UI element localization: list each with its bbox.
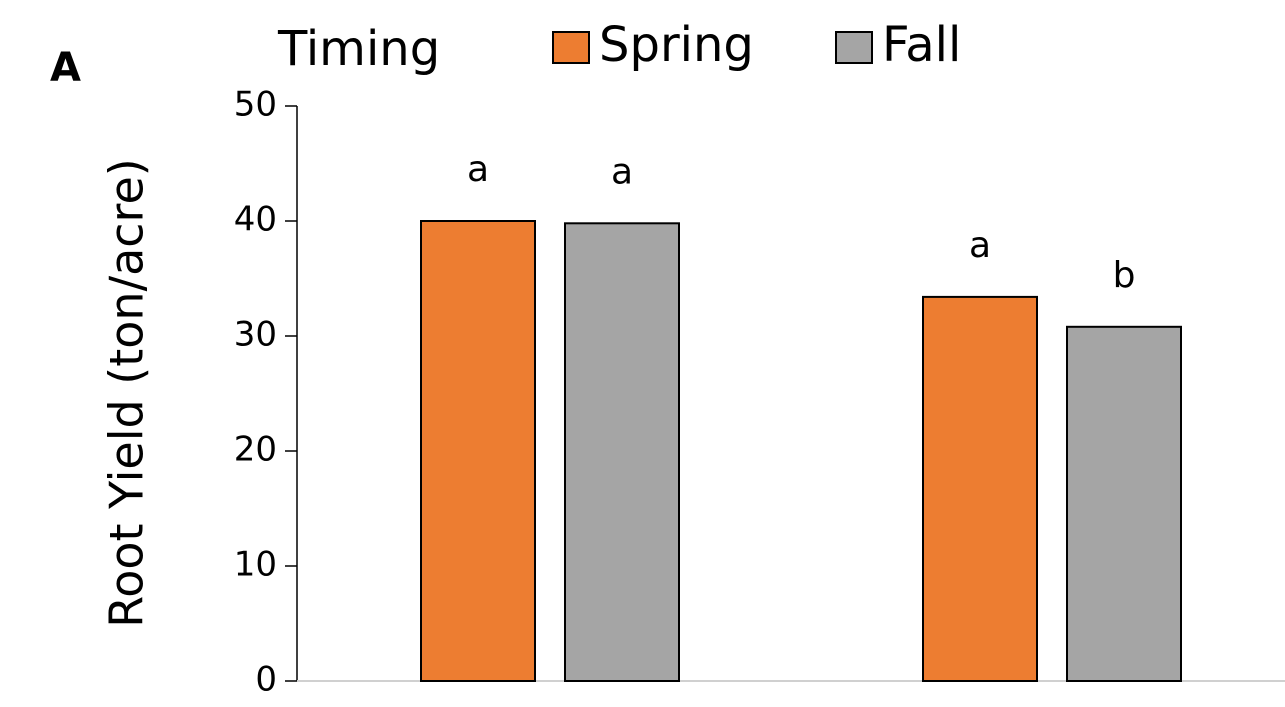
bar xyxy=(420,220,536,682)
significance-label: a xyxy=(969,225,991,266)
significance-label: a xyxy=(467,149,489,190)
y-tick-label: 50 xyxy=(234,85,277,125)
significance-label: b xyxy=(1113,255,1136,296)
legend-label: Spring xyxy=(599,17,754,73)
bar xyxy=(1066,325,1182,682)
y-tick-label: 20 xyxy=(234,430,277,470)
y-tick-label: 40 xyxy=(234,200,277,240)
legend-title: Timing xyxy=(277,21,440,77)
panel-label: A xyxy=(50,45,81,91)
legend-swatch xyxy=(835,31,873,64)
bar xyxy=(922,295,1038,682)
y-tick-label: 30 xyxy=(234,315,277,355)
legend-label: Fall xyxy=(882,17,961,73)
legend-swatch xyxy=(552,31,590,64)
y-tick-label: 0 xyxy=(255,660,277,700)
y-tick-label: 10 xyxy=(234,545,277,585)
significance-label: a xyxy=(611,151,633,192)
y-axis-title: Root Yield (ton/acre) xyxy=(100,158,154,627)
bar xyxy=(564,222,680,683)
